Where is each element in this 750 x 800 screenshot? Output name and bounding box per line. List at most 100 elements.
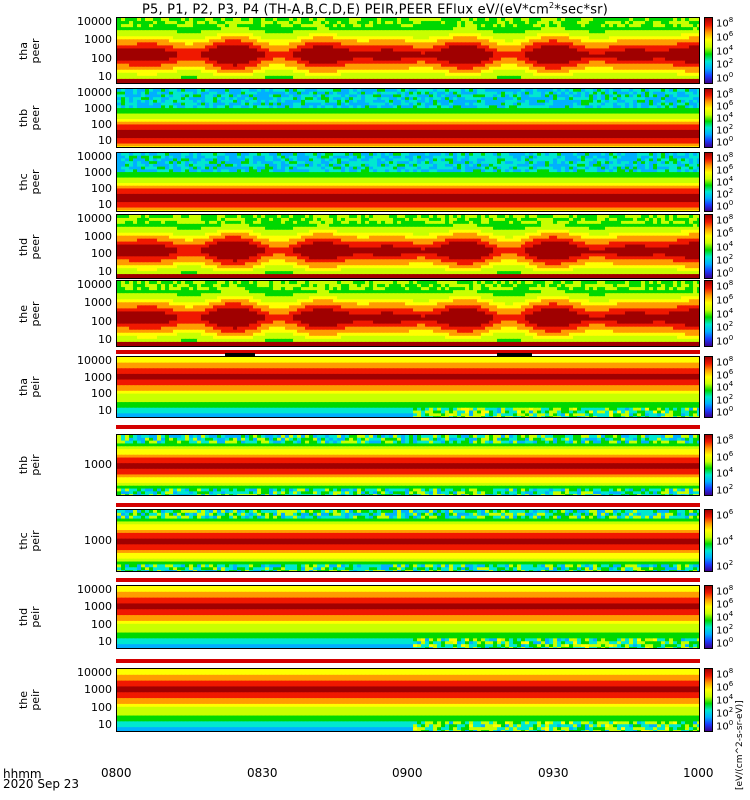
spectrogram-thc-peer (116, 152, 700, 212)
red-bar-2 (116, 425, 700, 429)
red-bar-4 (116, 578, 700, 582)
colorbar-tick-label: 106 (716, 163, 733, 176)
colorbar-tick-label: 102 (716, 123, 733, 136)
product-label: peer (29, 284, 42, 344)
y-tick-label: 10 (68, 134, 112, 147)
colorbar-tick-label: 108 (716, 279, 733, 292)
panel-the-peir (116, 668, 700, 732)
x-tick-1000: 1000 (683, 766, 714, 780)
x-tick-0800: 0800 (101, 766, 132, 780)
y-tick-label: 100 (68, 618, 112, 631)
y-tick-label: 100 (68, 387, 112, 400)
colorbar-tick-label: 108 (716, 584, 733, 597)
colorbar-tick-label: 100 (716, 334, 733, 347)
panel-thc-peir (116, 509, 700, 572)
y-tick-label: 10 (68, 333, 112, 346)
colorbar-thc-peer (704, 152, 713, 212)
product-label: peer (29, 217, 42, 277)
y-tick-label: 10000 (68, 666, 112, 679)
colorbar-tick-label: 100 (716, 405, 733, 418)
colorbar-tick-label: 104 (716, 466, 733, 479)
time-axis-label: hhmm (3, 767, 42, 781)
colorbar-tick-label: 104 (716, 240, 733, 253)
y-tick-label: 1000 (68, 166, 112, 179)
panel-thd-peer (116, 214, 700, 279)
colorbar-tick-label: 100 (716, 71, 733, 84)
colorbar-tick-label: 102 (716, 483, 733, 496)
red-bar-1 (116, 350, 700, 354)
colorbar-tick-label: 106 (716, 680, 733, 693)
y-axis-label-thc-peer: thc peer (17, 152, 42, 212)
red-bar-3 (116, 503, 700, 507)
colorbar-thc-peir (704, 509, 713, 572)
colorbar-tick-label: 102 (716, 253, 733, 266)
panel-thd-peir (116, 585, 700, 649)
colorbar-tick-label: 102 (716, 623, 733, 636)
y-axis-label-thc-peir: thc peir (17, 511, 42, 571)
colorbar-the-peir (704, 668, 713, 732)
colorbar-tick-label: 106 (716, 30, 733, 43)
y-tick-label: 10 (68, 198, 112, 211)
colorbar-tha-peir (704, 356, 713, 418)
product-label: peir (29, 511, 42, 571)
product-label: peer (29, 152, 42, 212)
chart-title: P5, P1, P2, P3, P4 (TH-A,B,C,D,E) PEIR,P… (0, 1, 750, 17)
colorbar-tick-label: 104 (716, 111, 733, 124)
product-label: peer (29, 21, 42, 81)
y-tick-label: 100 (68, 701, 112, 714)
colorbar-the-peer (704, 280, 713, 347)
y-tick-label: 1000 (68, 534, 112, 547)
black-marker-2 (497, 353, 532, 356)
colorbar-tick-label: 100 (716, 199, 733, 212)
colorbar-tick-label: 100 (716, 135, 733, 148)
y-tick-label: 100 (68, 315, 112, 328)
y-axis-label-the-peer: the peer (17, 284, 42, 344)
product-label: peir (29, 670, 42, 730)
product-label: peir (29, 435, 42, 495)
y-tick-label: 100 (68, 182, 112, 195)
y-tick-label: 10 (68, 718, 112, 731)
y-tick-label: 10 (68, 265, 112, 278)
colorbar-tick-label: 104 (716, 610, 733, 623)
spectrogram-thd-peer (116, 214, 700, 279)
y-tick-label: 10000 (68, 354, 112, 367)
spectrogram-thc-peir (116, 509, 700, 572)
y-tick-label: 10 (68, 70, 112, 83)
y-tick-label: 1000 (68, 458, 112, 471)
y-tick-label: 10 (68, 635, 112, 648)
y-axis-label-thd-peer: thd peer (17, 217, 42, 277)
y-axis-label-thb-peir: thb peir (17, 435, 42, 495)
colorbar-tick-label: 108 (716, 87, 733, 100)
panel-tha-peer (116, 17, 700, 84)
colorbar-thb-peir (704, 434, 713, 496)
y-tick-label: 1000 (68, 371, 112, 384)
colorbar-tick-label: 108 (716, 433, 733, 446)
colorbar-thb-peer (704, 88, 713, 148)
panel-thb-peir (116, 434, 700, 496)
colorbar-tick-label: 106 (716, 450, 733, 463)
y-axis-label-thb-peer: thb peer (17, 88, 42, 148)
panel-thb-peer (116, 88, 700, 148)
y-tick-label: 1000 (68, 683, 112, 696)
y-tick-label: 1000 (68, 33, 112, 46)
colorbar-tick-label: 104 (716, 534, 733, 547)
colorbar-tick-label: 102 (716, 187, 733, 200)
colorbar-tick-label: 100 (716, 266, 733, 279)
y-tick-label: 10000 (68, 212, 112, 225)
product-label: peir (29, 587, 42, 647)
y-tick-label: 1000 (68, 600, 112, 613)
y-tick-label: 10000 (68, 150, 112, 163)
red-bar-5 (116, 659, 700, 663)
y-tick-label: 10000 (68, 86, 112, 99)
colorbar-tick-label: 104 (716, 307, 733, 320)
y-axis-label-tha-peir: tha peir (17, 357, 42, 417)
colorbar-tick-label: 108 (716, 213, 733, 226)
x-tick-0930: 0930 (538, 766, 569, 780)
black-marker-1 (225, 353, 255, 356)
spectrogram-the-peir (116, 668, 700, 732)
y-tick-label: 1000 (68, 102, 112, 115)
y-tick-label: 100 (68, 52, 112, 65)
colorbar-tick-label: 104 (716, 380, 733, 393)
colorbar-tick-label: 100 (716, 719, 733, 732)
y-tick-label: 100 (68, 247, 112, 260)
